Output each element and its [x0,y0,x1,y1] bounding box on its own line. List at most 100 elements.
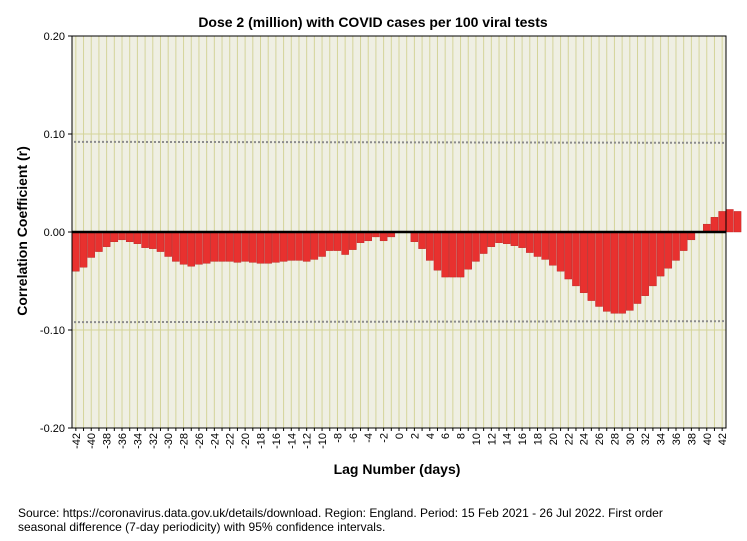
bar-lag-7 [449,231,457,278]
x-tick-label: -16 [271,433,283,449]
x-tick-label: -6 [348,433,360,443]
bar-lag--6 [349,231,357,250]
x-tick-label: 4 [425,433,437,439]
x-tick-label: 16 [517,433,529,445]
bar-lag-19 [541,231,549,260]
bar-lag--32 [149,231,157,249]
bar-lag--15 [279,231,288,262]
y-axis-title: Correlation Coefficient (r) [14,146,30,316]
bar-lag-17 [526,231,534,253]
bar-lag-25 [587,231,596,301]
bar-lag-15 [510,231,519,246]
x-tick-label: -2 [379,433,391,443]
bar-lag--23 [218,231,226,262]
bar-lag-32 [641,231,649,296]
x-tick-label: 22 [563,433,575,445]
x-tick-label: -34 [132,433,144,449]
x-tick-label: 40 [702,433,714,445]
x-tick-label: -4 [363,433,375,443]
bar-lag--34 [133,231,142,244]
bar-lag-30 [626,231,634,311]
x-tick-label: 24 [579,433,591,445]
bar-lag--11 [310,231,319,260]
bar-lag-33 [649,231,657,287]
x-tick-label: -36 [117,433,129,449]
bar-lag-20 [549,231,557,266]
x-axis: -42 -40 -38 -36 -34 -32 -30 -28 -26 -24 -22 -20 -18-… [71,428,729,449]
x-tick-label: 20 [548,433,560,445]
x-tick-label: 18 [532,433,544,445]
bar-lag-12 [487,231,496,247]
bar-lag-28 [610,231,619,314]
bar-lag-23 [572,231,580,287]
bar-lag-9 [464,231,472,270]
bar-lag-14 [502,231,511,244]
bar-lag--38 [102,231,111,247]
x-tick-label: -10 [317,433,329,449]
x-tick-label: 14 [502,433,514,445]
footnote-line-2: seasonal difference (7-day periodicity) … [18,520,386,534]
bar-lag--22 [225,231,234,262]
x-tick-label: -20 [240,433,252,449]
x-tick-label: 30 [625,433,637,445]
bar-lag--28 [179,231,188,265]
bar-lag--18 [256,231,265,264]
x-tick-label: 8 [456,433,468,439]
x-tick-label: 32 [640,433,652,445]
x-tick-label: -26 [194,433,206,449]
bar-lag-2 [410,231,419,243]
bar-lag-37 [679,231,688,251]
bar-lag--2 [379,231,388,242]
bar-lag-35 [664,231,673,269]
bar-lag-4 [426,231,434,261]
bar-lag--41 [79,231,88,268]
bar-lag--9 [326,231,334,251]
bar-lag-3 [418,231,426,249]
bar-lag-10 [472,231,480,262]
chart-title: Dose 2 (million) with COVID cases per 10… [198,14,548,30]
x-axis-title: Lag Number (days) [334,461,461,477]
bar-lag-34 [656,231,665,277]
bar-lag-16 [518,231,526,248]
x-tick-label: -32 [148,433,160,449]
bar-lag--4 [364,231,372,242]
x-tick-label: -14 [286,433,298,449]
x-tick-label: -30 [163,433,175,449]
bars [72,209,742,314]
bar-lag-29 [618,231,626,314]
bar-lag-6 [441,231,449,278]
bar-lag--13 [295,231,303,261]
footnote-line-1: Source: https://coronavirus.data.gov.uk/… [18,506,663,520]
x-tick-label: 36 [671,433,683,445]
upper-confidence-line [73,140,725,144]
bar-lag--26 [195,231,203,265]
bar-lag-18 [533,231,542,257]
bar-lag--37 [110,231,119,243]
bar-lag--42 [72,231,80,272]
bar-lag-36 [672,231,680,261]
x-tick-label: 34 [656,433,668,445]
bar-lag--5 [356,231,365,243]
bar-lag-42 [718,211,726,233]
bar-lag--35 [125,231,134,243]
bar-lag-21 [556,231,565,272]
bar-lag-26 [595,231,603,307]
bar-lag--14 [287,231,296,261]
bar-lag--16 [272,231,280,263]
x-tick-label: -40 [86,433,98,449]
bar-lag-13 [495,231,503,243]
bar-lag--31 [156,231,165,252]
bar-lag-11 [479,231,488,254]
x-tick-label: 38 [686,433,698,445]
bar-lag--17 [264,231,272,264]
x-tick-label: 26 [594,433,606,445]
bar-lag-undefined [726,209,734,233]
y-tick-label: 0.00 [44,227,65,239]
x-tick-label: 10 [471,433,483,445]
bar-lag--40 [87,231,95,258]
x-tick-label: -42 [71,433,83,449]
x-tick-label: 2 [409,433,421,439]
bar-lag-undefined [733,211,742,233]
confidence-interval-lines [73,140,725,324]
